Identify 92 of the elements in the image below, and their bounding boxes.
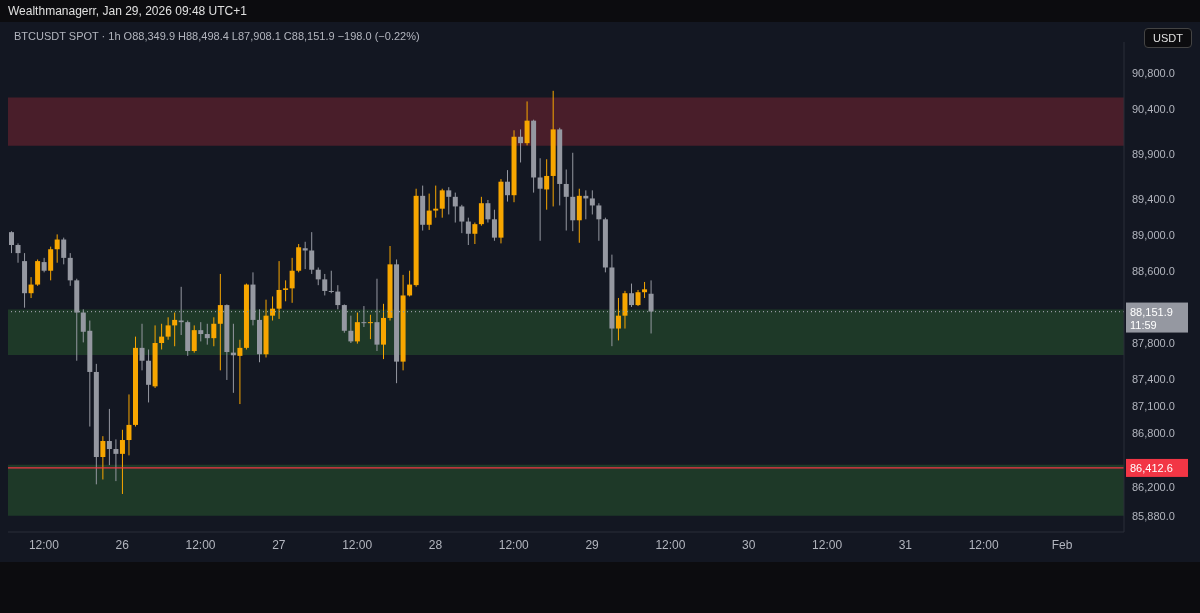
candlestick — [289, 257, 295, 304]
x-tick-label: Feb — [1051, 537, 1073, 552]
y-axis-title: USDT — [1144, 28, 1192, 48]
candlestick — [485, 199, 491, 224]
candlestick — [270, 295, 276, 322]
candlestick — [100, 435, 106, 480]
y-tick-label: 89,400.0 — [1132, 193, 1175, 206]
candlestick — [465, 217, 471, 246]
candlestick — [544, 158, 550, 211]
candlestick — [54, 233, 60, 264]
candlestick — [615, 297, 621, 341]
y-tick-label: 89,900.0 — [1132, 148, 1175, 161]
candlestick — [15, 242, 21, 264]
candlestick — [563, 168, 569, 232]
candlestick — [119, 429, 125, 495]
candlestick — [622, 290, 628, 330]
candlestick — [113, 438, 119, 482]
candlestick — [309, 231, 315, 275]
x-tick-label: 31 — [898, 537, 913, 552]
candlestick — [217, 273, 223, 371]
x-tick-label: 28 — [428, 537, 443, 552]
x-tick-label: 30 — [742, 537, 756, 552]
candlestick — [354, 312, 360, 345]
candlestick — [126, 393, 132, 456]
candlestick — [67, 252, 73, 287]
y-tick-label: 87,800.0 — [1132, 337, 1175, 350]
candlestick — [348, 315, 354, 344]
candlestick — [198, 321, 204, 342]
y-tick-label: 86,200.0 — [1132, 480, 1175, 493]
candlestick — [452, 192, 458, 224]
candlestick — [237, 339, 243, 405]
candlestick — [439, 188, 445, 219]
candlestick — [322, 273, 328, 296]
text: 11:59 — [1130, 318, 1157, 331]
y-tick-label: 85,880.0 — [1132, 509, 1175, 522]
candlestick — [283, 279, 289, 302]
x-tick-label: 12:00 — [342, 537, 373, 552]
x-tick-label: 12:00 — [28, 537, 60, 552]
candlestick — [139, 323, 145, 371]
candlestick — [159, 323, 165, 350]
candlestick — [596, 202, 602, 242]
chart-subtitle: BTCUSDT SPOT · 1h O88,349.9 H88,498.4 L87,908.1 C88,151.9 −198.0 (−0.22%) — [14, 30, 420, 42]
candlestick — [165, 316, 171, 341]
x-tick-label: 12:00 — [968, 537, 1000, 552]
x-tick-label: 26 — [115, 537, 130, 552]
candlestick — [459, 204, 465, 234]
x-tick-label: 27 — [272, 537, 286, 552]
candlestick — [407, 270, 413, 297]
candlestick — [446, 186, 452, 215]
candlestick — [478, 196, 484, 227]
candlestick — [335, 284, 341, 310]
ref-line-label: 86,412.6 — [1130, 461, 1173, 474]
chart-title: Wealthmanagerr, Jan 29, 2026 09:48 UTC+1 — [8, 4, 247, 18]
candlestick — [204, 323, 210, 346]
candlestick — [9, 230, 14, 254]
candlestick — [28, 276, 34, 299]
candlestick — [106, 408, 112, 466]
candlestick — [472, 222, 478, 245]
x-tick-label: 12:00 — [812, 537, 843, 552]
candlestick — [629, 283, 634, 308]
candlestick — [211, 316, 217, 347]
y-tick-label: 89,000.0 — [1132, 229, 1175, 242]
y-tick-label: 87,100.0 — [1132, 400, 1175, 413]
y-tick-label: 88,600.0 — [1132, 265, 1175, 278]
candlestick — [518, 128, 524, 163]
candlestick — [328, 270, 334, 294]
candlestick — [537, 157, 543, 242]
x-tick-label: 12:00 — [655, 537, 686, 552]
candlestick — [367, 314, 373, 340]
candlestick — [61, 237, 67, 265]
candlestick — [491, 209, 497, 242]
x-tick-label: 29 — [585, 537, 600, 552]
ref-line-label: 88,151.9 — [1130, 305, 1173, 318]
x-tick-label: 12:00 — [185, 537, 216, 552]
y-tick-label: 87,400.0 — [1132, 373, 1175, 386]
candlestick — [35, 258, 41, 287]
candlestick — [191, 324, 197, 354]
y-tick-label: 90,800.0 — [1132, 67, 1175, 80]
y-tick-label: 86,800.0 — [1132, 427, 1175, 440]
candlestick — [433, 185, 439, 219]
candlestick — [524, 100, 530, 146]
candlestick — [426, 193, 432, 231]
candlestick — [172, 312, 178, 347]
candlestick — [296, 243, 302, 273]
candlestick — [589, 189, 595, 215]
candlestick — [505, 169, 510, 203]
candlestick — [276, 260, 282, 320]
candlestick — [302, 241, 308, 270]
candlestick — [570, 152, 576, 232]
x-tick-label: 12:00 — [498, 537, 530, 552]
y-tick-label: 90,400.0 — [1132, 103, 1175, 116]
candlestick — [48, 246, 54, 281]
